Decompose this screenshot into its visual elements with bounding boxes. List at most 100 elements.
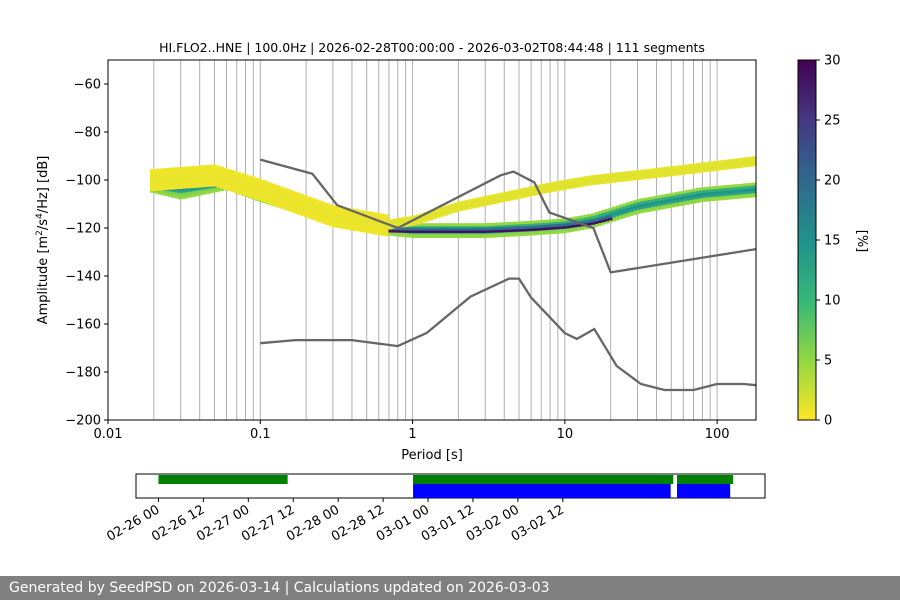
density-cell (465, 232, 469, 236)
density-cell (279, 186, 284, 190)
density-cell (153, 173, 158, 177)
density-cell (458, 201, 462, 205)
density-cell (535, 227, 539, 231)
density-cell (650, 175, 655, 179)
density-cell (153, 180, 158, 184)
density-cell (360, 222, 364, 225)
density-cell (559, 230, 564, 234)
density-cell (482, 200, 487, 204)
density-cell (349, 210, 354, 214)
density-cell (573, 180, 578, 184)
density-cell (251, 186, 256, 189)
density-cell (577, 227, 581, 231)
density-cell (370, 223, 375, 227)
x-tick-label: 10 (557, 427, 574, 442)
density-cell (342, 214, 347, 218)
density-cell (454, 204, 459, 208)
density-cell (230, 189, 235, 192)
density-cell (668, 168, 672, 172)
density-cell (647, 206, 651, 210)
density-cell (423, 214, 427, 218)
density-cell (727, 192, 732, 196)
density-cell (629, 204, 634, 207)
density-cell (251, 193, 256, 197)
density-cell (479, 199, 483, 203)
density-cell (668, 202, 672, 206)
density-cell (171, 194, 175, 198)
density-cell (724, 190, 728, 194)
density-cell (188, 171, 193, 174)
density-cell (542, 222, 546, 226)
density-cell (598, 174, 602, 178)
density-cell (668, 193, 672, 197)
density-cell (248, 187, 252, 191)
density-cell (157, 191, 161, 195)
density-cell (160, 187, 165, 191)
density-cell (738, 189, 742, 193)
density-cell (216, 165, 221, 169)
density-cell (619, 207, 623, 211)
density-cell (360, 217, 364, 221)
density-cell (619, 209, 623, 213)
density-cell (706, 161, 711, 165)
density-cell (633, 177, 637, 181)
density-cell (629, 208, 634, 212)
density-cell (545, 185, 550, 189)
density-cell (164, 187, 168, 191)
density-cell (647, 176, 651, 179)
density-cell (626, 173, 630, 177)
noise-model-curves (259, 158, 756, 392)
density-cell (318, 202, 322, 206)
density-cell (696, 167, 700, 171)
density-cell (199, 177, 203, 181)
density-cell (269, 189, 273, 193)
density-cell (689, 168, 693, 172)
density-cell (444, 210, 448, 214)
density-cell (706, 164, 711, 168)
density-cell (174, 190, 179, 194)
density-cell (451, 203, 455, 207)
density-cell (178, 191, 182, 195)
density-cell (171, 186, 175, 190)
density-cell (671, 200, 676, 204)
density-cell (664, 193, 669, 197)
density-cell (731, 163, 735, 167)
density-cell (402, 227, 406, 231)
density-cell (234, 185, 238, 189)
density-cell (314, 218, 319, 222)
density-cell (181, 196, 186, 200)
density-cell (251, 188, 256, 192)
density-cell (297, 199, 301, 203)
density-cell (153, 176, 158, 179)
density-cell (237, 176, 242, 180)
density-cell (419, 223, 424, 226)
density-cell (454, 207, 459, 210)
density-cell (738, 186, 742, 190)
density-cell (185, 166, 189, 170)
density-cell (661, 169, 665, 173)
density-cell (710, 168, 714, 172)
density-cell (405, 223, 410, 227)
density-cell (202, 189, 207, 193)
density-cell (524, 194, 529, 198)
density-cell (223, 177, 228, 181)
density-cell (265, 195, 270, 199)
density-cell (447, 206, 452, 210)
density-cell (230, 177, 235, 180)
density-cell (349, 215, 354, 219)
density-cell (192, 188, 196, 191)
density-cell (720, 185, 725, 189)
density-cell (381, 225, 385, 229)
density-cell (647, 197, 651, 200)
density-cell (503, 191, 508, 195)
density-cell (437, 212, 441, 216)
density-cell (328, 209, 333, 212)
density-cell (538, 184, 543, 188)
density-cell (356, 228, 361, 232)
density-cell (237, 172, 242, 175)
density-cell (157, 187, 161, 191)
density-cell (339, 206, 343, 210)
density-cell (290, 190, 294, 194)
density-cell (195, 168, 200, 171)
density-cell (475, 204, 480, 208)
